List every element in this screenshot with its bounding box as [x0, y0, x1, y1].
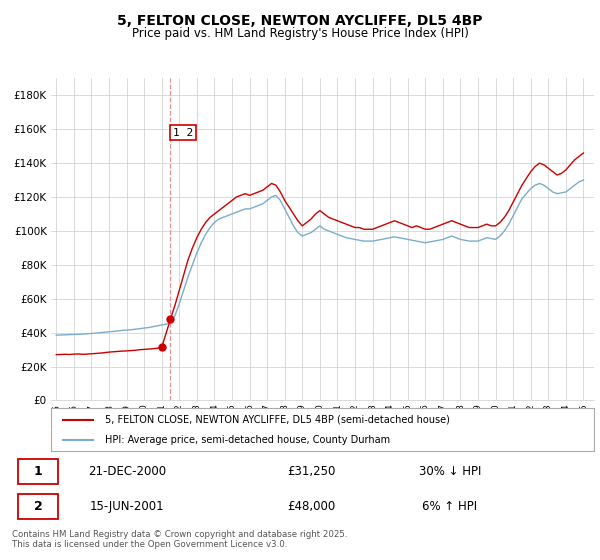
Text: £31,250: £31,250: [287, 465, 336, 478]
Text: 2: 2: [34, 500, 42, 513]
FancyBboxPatch shape: [18, 494, 58, 519]
Text: HPI: Average price, semi-detached house, County Durham: HPI: Average price, semi-detached house,…: [106, 435, 391, 445]
Text: 21-DEC-2000: 21-DEC-2000: [88, 465, 166, 478]
Text: £48,000: £48,000: [287, 500, 335, 513]
Text: Price paid vs. HM Land Registry's House Price Index (HPI): Price paid vs. HM Land Registry's House …: [131, 27, 469, 40]
Text: 1 2: 1 2: [173, 128, 193, 138]
Text: 1: 1: [34, 465, 42, 478]
Text: 5, FELTON CLOSE, NEWTON AYCLIFFE, DL5 4BP: 5, FELTON CLOSE, NEWTON AYCLIFFE, DL5 4B…: [117, 14, 483, 28]
Text: This data is licensed under the Open Government Licence v3.0.: This data is licensed under the Open Gov…: [12, 540, 287, 549]
Text: 6% ↑ HPI: 6% ↑ HPI: [422, 500, 478, 513]
Text: 5, FELTON CLOSE, NEWTON AYCLIFFE, DL5 4BP (semi-detached house): 5, FELTON CLOSE, NEWTON AYCLIFFE, DL5 4B…: [106, 415, 450, 424]
FancyBboxPatch shape: [18, 459, 58, 484]
Text: Contains HM Land Registry data © Crown copyright and database right 2025.: Contains HM Land Registry data © Crown c…: [12, 530, 347, 539]
Text: 15-JUN-2001: 15-JUN-2001: [90, 500, 164, 513]
Text: 30% ↓ HPI: 30% ↓ HPI: [419, 465, 481, 478]
